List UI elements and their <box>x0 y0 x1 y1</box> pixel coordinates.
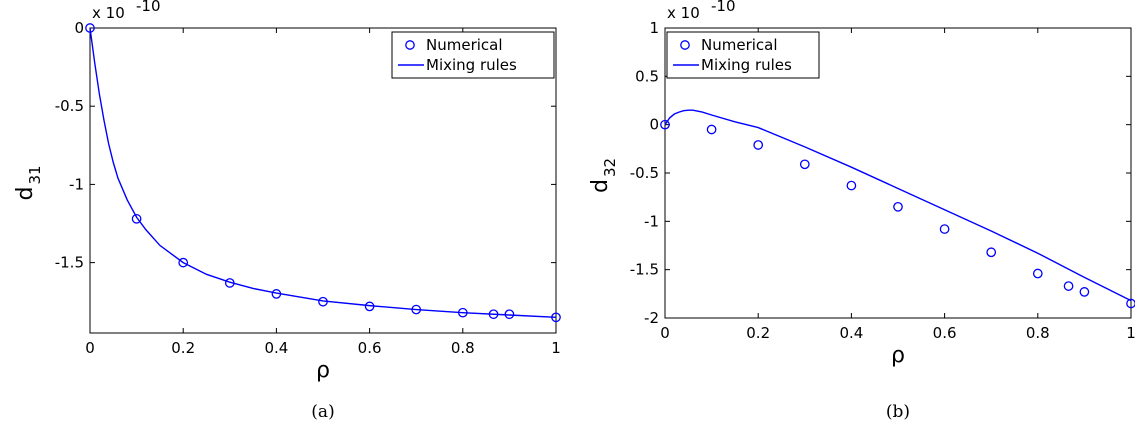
y-tick-label: 0.5 <box>635 67 659 85</box>
y-axis-label-main: d <box>588 179 613 193</box>
x-tick-label: 0.4 <box>839 324 863 342</box>
data-point-numerical <box>131 213 142 224</box>
data-point-numerical <box>1079 287 1090 297</box>
y-axis-label-sub: 31 <box>26 165 44 184</box>
y-tick-label: -0.5 <box>55 97 84 115</box>
exponent-label: x 10 <box>667 4 700 22</box>
x-tick-label: 0.6 <box>933 324 957 342</box>
y-tick-label: -1.5 <box>630 261 659 279</box>
panel-caption: (a) <box>311 402 334 422</box>
y-axis-label: d 31 <box>13 165 44 200</box>
y-tick-label: -2 <box>644 309 659 327</box>
y-axis-label: d 32 <box>588 158 619 193</box>
y-tick-label: -1 <box>69 175 84 193</box>
series-line-mixing-rules <box>664 109 1132 302</box>
chart-panel-b: 0 0.2 0.4 0.6 0.8 1 1 0.5 0 -0.5 -1 -1.5 -2 x 10 -10 ρ d… <box>588 0 1135 422</box>
plot-frame <box>89 27 557 334</box>
data-point-numerical <box>1032 268 1043 279</box>
data-point-numerical <box>660 119 670 130</box>
y-tick-label: -0.5 <box>630 164 659 182</box>
chart-panel-a: 0 0.2 0.4 0.6 0.8 1 0 -0.5 -1 -1.5 x 10 -10 ρ d 31 Nume… <box>13 0 561 422</box>
legend: Numerical Mixing rules <box>391 31 555 79</box>
y-tick-label: -1.5 <box>55 254 84 272</box>
legend-box <box>391 31 555 79</box>
data-point-numerical <box>706 124 717 135</box>
legend-marker-circle <box>405 40 415 50</box>
y-tick-label: 0 <box>649 116 659 134</box>
panel-caption: (b) <box>886 402 910 422</box>
y-tick-label: -1 <box>644 212 659 230</box>
x-tick-label: 0.2 <box>171 339 195 357</box>
legend-box <box>666 31 820 79</box>
x-tick-label: 0.2 <box>746 324 770 342</box>
series-line-mixing-rules <box>89 27 557 319</box>
data-point-numerical <box>986 247 997 258</box>
legend-entry-mixing-rules: Mixing rules <box>426 56 517 74</box>
legend-marker-circle <box>680 40 690 50</box>
x-tick-label: 1 <box>551 339 561 357</box>
x-tick-label: 1 <box>1126 324 1135 342</box>
data-point-numerical <box>939 224 950 234</box>
exponent-power: -10 <box>711 0 736 15</box>
y-axis-label-main: d <box>13 187 38 201</box>
data-point-numerical <box>799 159 810 170</box>
x-tick-label: 0.4 <box>264 339 288 357</box>
exponent-label: x 10 <box>92 4 125 22</box>
data-point-numerical <box>753 140 764 150</box>
legend-entry-numerical: Numerical <box>426 36 503 54</box>
exponent-power: -10 <box>136 0 161 15</box>
x-tick-label: 0.8 <box>451 339 475 357</box>
legend-entry-numerical: Numerical <box>701 36 778 54</box>
x-axis-label: ρ <box>316 358 330 383</box>
x-tick-label: 0.6 <box>358 339 382 357</box>
y-tick-label: 0 <box>74 19 84 37</box>
data-point-numerical <box>178 257 189 268</box>
legend: Numerical Mixing rules <box>666 31 820 79</box>
x-axis-label: ρ <box>891 343 905 368</box>
legend-entry-mixing-rules: Mixing rules <box>701 56 792 74</box>
y-tick-label: 1 <box>649 19 659 37</box>
y-axis-label-sub: 32 <box>601 158 619 177</box>
data-point-numerical <box>1063 281 1074 291</box>
data-point-numerical <box>893 201 903 212</box>
data-point-numerical <box>1126 298 1135 309</box>
x-tick-label: 0 <box>85 339 95 357</box>
x-tick-label: 0.8 <box>1026 324 1050 342</box>
x-tick-label: 0 <box>660 324 670 342</box>
data-point-numerical <box>846 180 857 191</box>
